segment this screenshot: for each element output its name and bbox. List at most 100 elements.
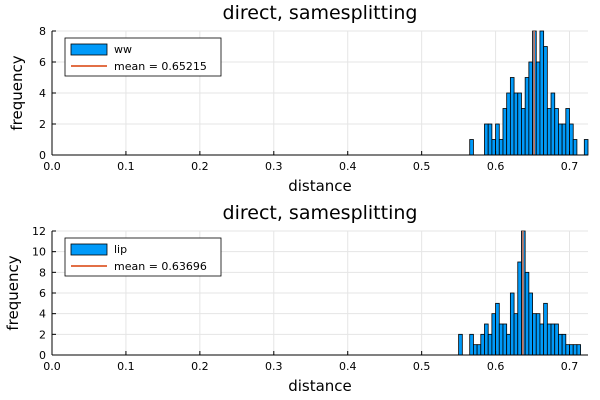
- histogram-bar: [535, 313, 541, 356]
- histogram-bar: [535, 61, 541, 156]
- histogram-bar: [458, 333, 463, 356]
- histogram-bar: [502, 323, 508, 356]
- histogram-bar: [543, 302, 548, 356]
- histogram-bar: [561, 333, 567, 356]
- x-tick-label: 0.7: [561, 360, 579, 373]
- y-axis-label: frequency: [8, 55, 26, 130]
- histogram-bar: [558, 333, 563, 356]
- histogram-bar: [550, 323, 556, 356]
- histogram-bar: [550, 92, 556, 156]
- y-tick-label: 0: [39, 349, 46, 362]
- histogram-bar: [528, 292, 533, 356]
- histogram-bar: [476, 344, 482, 356]
- histogram-bar: [546, 323, 552, 356]
- y-tick-label: 6: [39, 287, 46, 300]
- x-tick-label: 0.4: [339, 160, 357, 173]
- histogram-bar: [498, 323, 504, 356]
- histogram-bar: [509, 77, 515, 156]
- x-axis-label: distance: [288, 177, 352, 195]
- histogram-bar: [491, 313, 496, 356]
- y-tick-label: 0: [39, 149, 46, 162]
- x-tick-label: 0.6: [487, 160, 505, 173]
- histogram-bar: [561, 123, 567, 156]
- histogram-bar: [539, 30, 545, 156]
- y-tick-label: 8: [39, 266, 46, 279]
- y-tick-label: 12: [32, 225, 46, 238]
- x-tick-label: 0.0: [43, 160, 61, 173]
- legend-label-mean: mean = 0.65215: [114, 60, 207, 73]
- y-axis-label: frequency: [4, 255, 22, 330]
- legend-label-mean: mean = 0.63696: [114, 260, 207, 273]
- histogram-bar: [469, 333, 474, 356]
- histogram-bar: [473, 344, 478, 356]
- chart-panel-2: 0.0 0.1 0.2 0.3 0.4 0.5 0.6 0.7 0 2 4 6 8 10 12 direct,…: [4, 202, 588, 395]
- histogram-bar: [498, 139, 504, 156]
- x-tick-label: 0.5: [413, 360, 431, 373]
- histogram-bar: [484, 323, 489, 356]
- histogram-bar: [506, 92, 511, 156]
- histogram-bar: [524, 271, 530, 356]
- histogram-bar: [572, 344, 578, 356]
- histogram-bar: [521, 108, 526, 156]
- histogram-bar: [524, 77, 530, 156]
- histogram-bar: [480, 333, 485, 356]
- legend: ww mean = 0.65215: [64, 37, 222, 77]
- histogram-bar: [565, 344, 570, 356]
- histogram-bar: [558, 123, 563, 156]
- histogram-bar: [506, 333, 511, 356]
- histogram-bar: [487, 123, 493, 156]
- y-tick-label: 2: [39, 118, 46, 131]
- x-tick-label: 0.0: [43, 360, 61, 373]
- chart-title: direct, samesplitting: [223, 2, 418, 24]
- histogram-bar: [487, 333, 493, 356]
- histogram-bar: [528, 61, 533, 156]
- x-tick-label: 0.5: [413, 160, 431, 173]
- x-tick-label: 0.6: [487, 360, 505, 373]
- x-tick-label: 0.3: [265, 160, 283, 173]
- x-tick-label: 0.4: [339, 360, 357, 373]
- histogram-bar: [539, 323, 545, 356]
- chart-title: direct, samesplitting: [223, 202, 418, 224]
- legend-label-histogram: ww: [114, 43, 132, 56]
- histogram-bar: [583, 139, 589, 156]
- histogram-bar: [565, 108, 570, 156]
- histogram-bar: [509, 292, 515, 356]
- histogram-bar: [572, 139, 578, 156]
- x-tick-label: 0.1: [117, 160, 135, 173]
- histogram-bar: [543, 46, 548, 156]
- histogram-bar: [491, 139, 496, 156]
- histogram-bar: [517, 92, 522, 156]
- histogram-bar: [517, 261, 522, 356]
- y-tick-label: 10: [32, 246, 46, 259]
- x-tick-label: 0.2: [191, 360, 209, 373]
- legend: lip mean = 0.63696: [64, 237, 222, 277]
- histogram-bar: [532, 313, 537, 356]
- x-tick-label: 0.3: [265, 360, 283, 373]
- histogram-bar: [513, 92, 519, 156]
- histogram-bar: [576, 344, 582, 356]
- y-tick-label: 4: [39, 308, 46, 321]
- histogram-bar: [469, 139, 474, 156]
- histogram-bar: [554, 323, 559, 356]
- histogram-bar: [495, 302, 500, 356]
- x-tick-label: 0.2: [191, 160, 209, 173]
- legend-swatch-histogram: [70, 243, 108, 256]
- histogram-bar: [554, 108, 559, 156]
- histogram-bar: [569, 123, 574, 156]
- x-tick-label: 0.7: [561, 160, 579, 173]
- histogram-bar: [569, 344, 574, 356]
- histogram-bar: [513, 313, 519, 356]
- y-tick-label: 2: [39, 328, 46, 341]
- histogram-bar: [502, 108, 508, 156]
- x-axis-label: distance: [288, 377, 352, 395]
- legend-swatch-histogram: [70, 43, 108, 56]
- y-tick-label: 8: [39, 25, 46, 38]
- histogram-bar: [484, 123, 489, 156]
- chart-panel-1: 0.0 0.1 0.2 0.3 0.4 0.5 0.6 0.7 0 2 4 6 8 direct, sam…: [8, 2, 589, 195]
- legend-label-histogram: lip: [114, 243, 127, 256]
- y-tick-label: 6: [39, 56, 46, 69]
- histogram-bar: [546, 108, 552, 156]
- histogram-bar: [495, 123, 500, 156]
- x-tick-label: 0.1: [117, 360, 135, 373]
